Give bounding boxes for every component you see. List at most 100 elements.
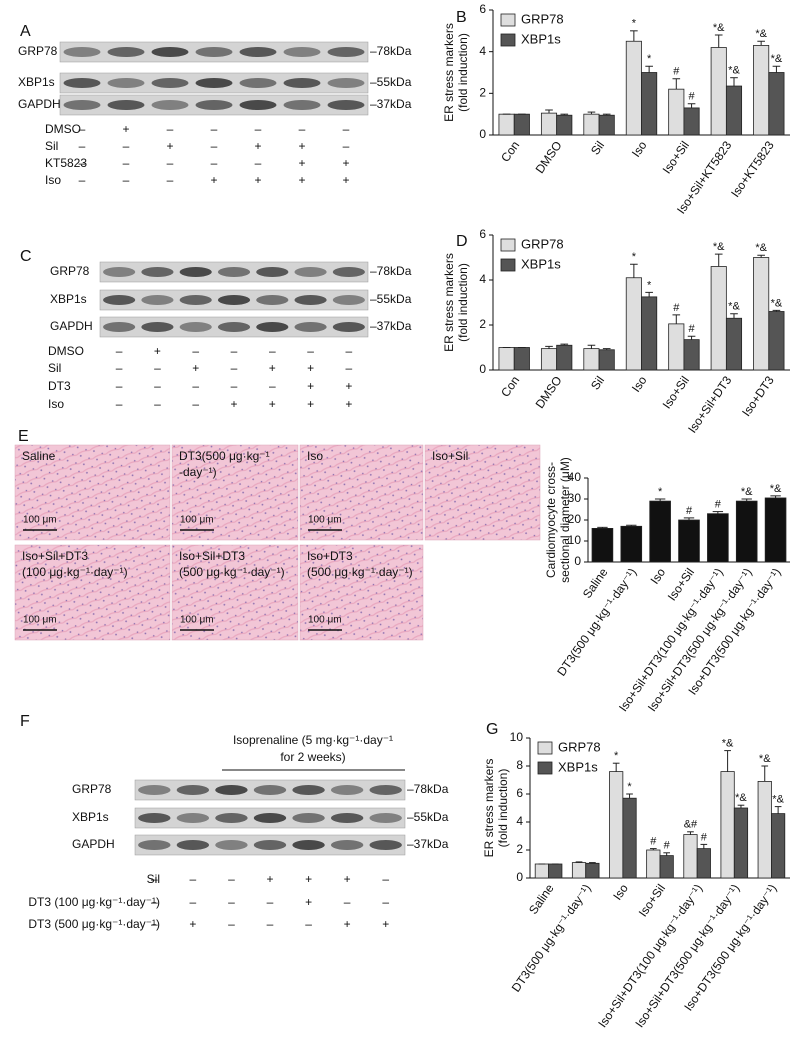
y-tick-label: 2 (479, 317, 486, 331)
bar (753, 257, 770, 371)
blot-band (294, 322, 327, 332)
blot-row-label: GAPDH (18, 97, 61, 111)
y-tick-label: 8 (516, 758, 523, 772)
blot-band (107, 78, 145, 88)
image-label: Saline (22, 449, 56, 463)
bar (710, 266, 727, 371)
significance-marker: # (686, 505, 693, 517)
x-tick-label: Con (498, 374, 522, 400)
bar (649, 500, 671, 563)
blot-band (141, 295, 174, 305)
blot-band (217, 322, 251, 332)
bar (591, 528, 614, 563)
panel-letter: C (20, 248, 32, 265)
blot-band (332, 295, 365, 305)
blot-band (138, 840, 171, 850)
treatment-sign: – (231, 379, 238, 393)
treatment-sign: + (189, 917, 196, 931)
image-label: (500 μg·kg⁻¹·day⁻¹) (307, 565, 413, 579)
significance-marker: *& (728, 301, 740, 313)
treatment-sign: – (211, 122, 218, 136)
panel-letter: E (18, 428, 29, 445)
treatment-sign: – (299, 122, 306, 136)
treatment-sign: + (342, 156, 349, 170)
treatment-sign: – (382, 895, 389, 909)
blot-band (195, 100, 233, 110)
treatment-sign: + (307, 397, 314, 411)
treatment-sign: + (382, 917, 389, 931)
treatment-sign: – (231, 361, 238, 375)
bar (513, 347, 530, 371)
treatment-sign: – (190, 895, 197, 909)
bar (710, 47, 727, 136)
treatment-sign: – (79, 173, 86, 187)
y-tick-label: 2 (516, 842, 523, 856)
y-tick-label: 4 (479, 272, 486, 286)
treatment-label: DT3 (100 μg·kg⁻¹·day⁻¹) (28, 895, 160, 909)
bar (768, 311, 785, 371)
blot-band (217, 295, 251, 305)
bar (540, 348, 558, 371)
treatment-sign: + (269, 397, 276, 411)
treatment-sign: + (254, 139, 261, 153)
blot-band (330, 785, 364, 795)
treatment-sign: + (154, 344, 161, 358)
blot-size-label: –78kDa (370, 264, 412, 278)
blot-row-label: XBP1s (50, 292, 87, 306)
significance-marker: # (673, 66, 680, 78)
treatment-sign: – (228, 895, 235, 909)
panel-letter: A (20, 23, 31, 40)
treatment-label: Sil (48, 361, 61, 375)
legend-swatch (500, 13, 516, 27)
blot-band (283, 78, 321, 88)
bar (620, 525, 643, 563)
bar (735, 500, 758, 563)
bar (622, 797, 637, 879)
significance-marker: * (632, 251, 637, 263)
scale-label: 100 μm (23, 615, 57, 626)
treatment-sign: – (228, 872, 235, 886)
treatment-sign: + (230, 397, 237, 411)
blot-header: for 2 weeks) (280, 750, 345, 764)
histology-image (14, 544, 171, 641)
bar (668, 88, 685, 136)
bar (571, 862, 587, 879)
x-tick-label: Iso (629, 138, 650, 159)
significance-marker: *& (755, 242, 767, 254)
treatment-sign: – (382, 872, 389, 886)
bar (707, 513, 729, 563)
bar (733, 807, 749, 879)
significance-marker: * (627, 781, 632, 793)
treatment-sign: + (298, 173, 305, 187)
image-label: DT3(500 μg·kg⁻¹ (179, 449, 270, 463)
image-label: -day⁻¹) (179, 465, 217, 479)
x-tick-label: Iso+DT3 (739, 373, 777, 419)
panel-letter: G (486, 721, 498, 738)
y-tick-label: 40 (568, 470, 582, 484)
treatment-sign: – (343, 139, 350, 153)
x-tick-label: Saline (526, 881, 557, 917)
blot-band (239, 100, 277, 110)
legend-label: GRP78 (521, 11, 564, 26)
image-label: Iso (307, 449, 323, 463)
scale-label: 100 μm (180, 515, 214, 526)
significance-marker: * (647, 53, 652, 65)
legend-swatch (537, 761, 553, 775)
bar (609, 771, 624, 879)
blot-band (332, 322, 365, 332)
treatment-sign: + (210, 173, 217, 187)
bar (768, 72, 785, 136)
y-tick-label: 0 (479, 362, 486, 376)
significance-marker: # (689, 91, 696, 103)
y-tick-label: 20 (568, 512, 582, 526)
x-tick-label: Iso (629, 373, 650, 394)
treatment-sign: – (307, 344, 314, 358)
blot-band (138, 813, 171, 823)
bar (556, 114, 573, 136)
blot-band (195, 78, 233, 88)
histology-image (171, 544, 299, 641)
blot-band (253, 813, 287, 823)
blot-band (176, 785, 210, 795)
bar (534, 863, 549, 879)
treatment-sign: + (269, 361, 276, 375)
